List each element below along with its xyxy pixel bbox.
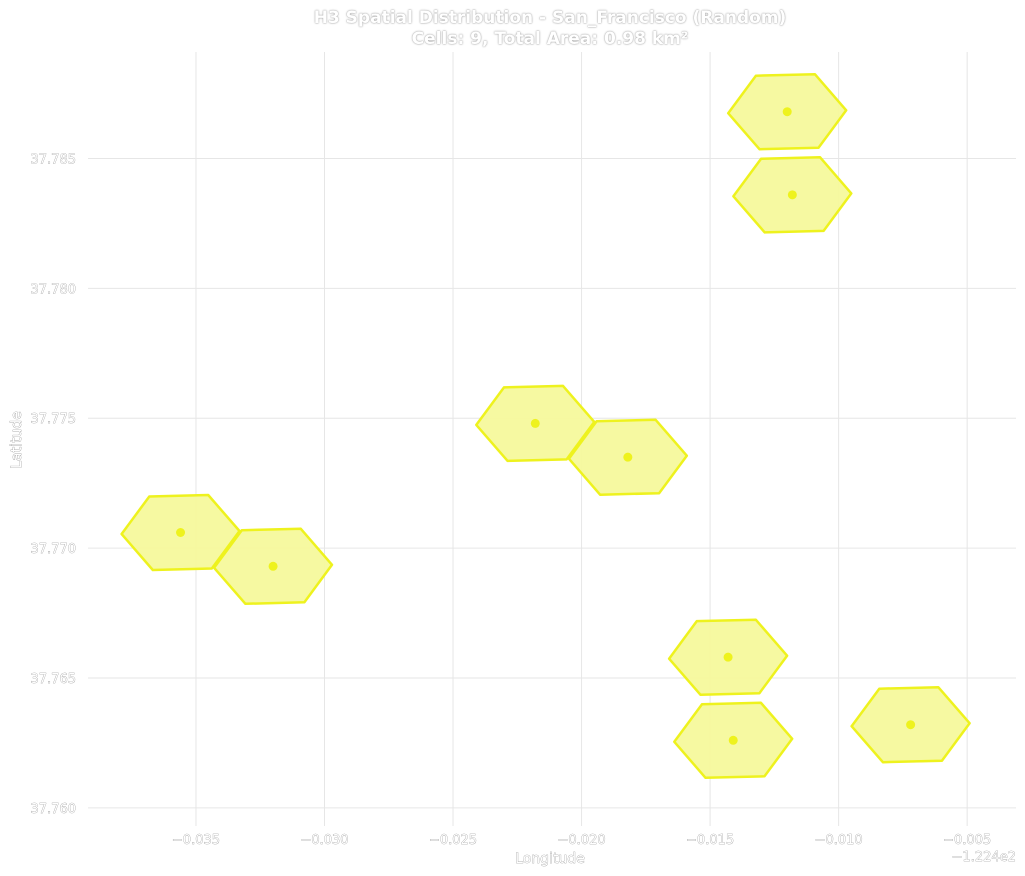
x-tick-label: −0.010 [815,833,863,848]
x-axis-offset-label: −1.224e2 [952,850,1016,865]
cell-center-point [728,735,738,745]
chart-title: H3 Spatial Distribution - San_Francisco … [313,8,787,28]
x-tick-label: −0.020 [558,833,606,848]
cell-center-point [782,107,792,117]
cell-center-point [906,720,916,730]
hex-cells [120,72,971,780]
y-tick-label: 37.770 [31,542,77,557]
x-tick-label: −0.005 [943,833,991,848]
cell-center-point [176,528,186,538]
y-axis-ticks: 37.760 37.765 37.770 37.775 37.780 37.785 [30,152,77,817]
x-tick-label: −0.030 [300,833,348,848]
y-tick-label: 37.780 [31,282,77,297]
cell-center-point [787,190,797,200]
y-tick-label: 37.760 [31,802,77,817]
x-tick-label: −0.015 [686,833,734,848]
y-tick-label: 37.785 [31,152,77,167]
cell-center-point [723,652,733,662]
x-axis-label: Longitude [515,851,585,867]
x-tick-label: −0.025 [429,833,477,848]
y-axis-label: Latitude [9,411,25,469]
cell-center-point [268,561,278,571]
x-tick-label: −0.035 [172,833,220,848]
cell-center-point [623,452,633,462]
chart-subtitle: Cells: 9, Total Area: 0.98 km² [411,29,689,49]
y-tick-label: 37.775 [31,412,77,427]
cell-center-point [530,418,540,428]
x-axis-ticks: −0.035 −0.030 −0.025 −0.020 −0.015 −0.010 −0.0… [172,833,992,849]
y-tick-label: 37.765 [31,672,77,687]
cell-centers [176,107,916,745]
